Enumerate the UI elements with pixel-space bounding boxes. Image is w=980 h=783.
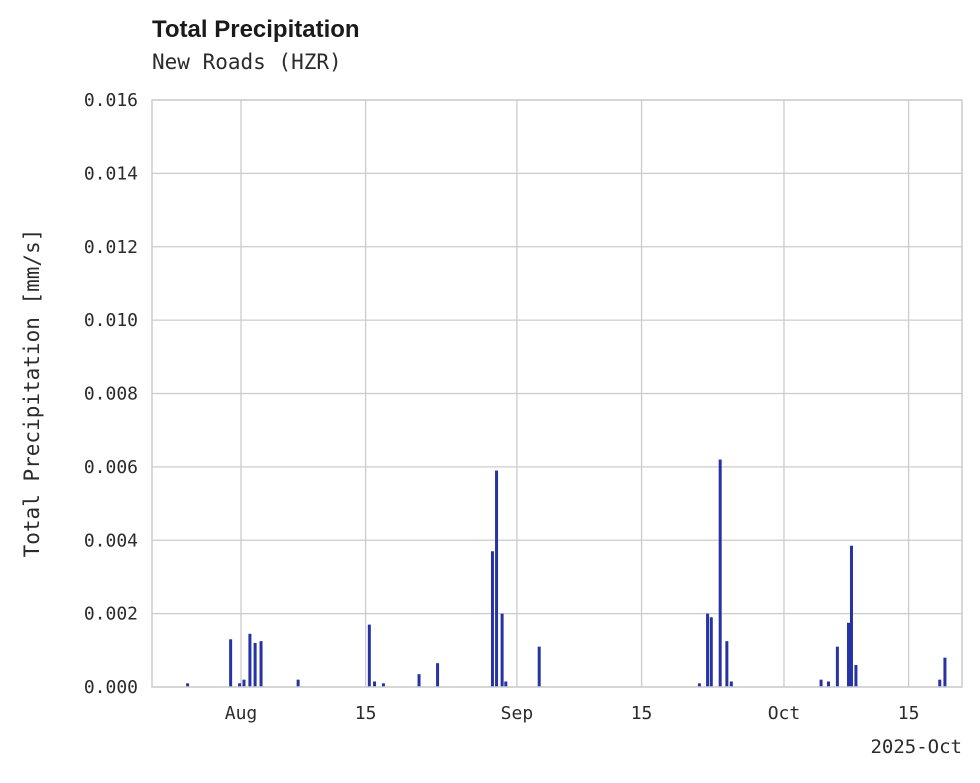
precip-bar [826, 681, 830, 687]
precip-bar [709, 617, 713, 687]
precip-bar [229, 639, 233, 687]
precip-bar [259, 641, 263, 687]
chart-subtitle: New Roads (HZR) [152, 50, 342, 74]
precip-bar [938, 679, 942, 687]
precip-bar [381, 683, 385, 687]
precip-bar [725, 641, 729, 687]
precip-bar [490, 551, 494, 687]
precip-bar [537, 646, 541, 687]
y-tick-label: 0.004 [84, 530, 138, 551]
precip-bar [417, 674, 421, 687]
x-tick-label: 15 [355, 703, 377, 724]
plot-border [151, 99, 963, 688]
precip-bar [849, 545, 853, 687]
precip-bar [253, 642, 257, 687]
x-tick-label: 15 [631, 703, 653, 724]
precip-bar [697, 683, 701, 687]
precip-bar [718, 459, 722, 687]
precip-bar [296, 679, 300, 687]
y-tick-label: 0.014 [84, 163, 138, 184]
y-tick-label: 0.016 [84, 90, 138, 111]
precip-bar [186, 683, 190, 687]
y-tick-label: 0.012 [84, 237, 138, 258]
precip-bar [835, 646, 839, 687]
precip-bar [729, 681, 733, 687]
y-tick-label: 0.010 [84, 310, 138, 331]
y-tick-label: 0.000 [84, 677, 138, 698]
precip-bar [847, 622, 851, 687]
precip-bar [495, 470, 499, 687]
precip-bar [248, 633, 252, 687]
precip-bar [436, 663, 440, 687]
x-tick-label: Sep [501, 703, 534, 724]
precip-bar [854, 664, 858, 687]
y-axis-label: Total Precipitation [mm/s] [20, 228, 44, 558]
y-tick-label: 0.008 [84, 384, 138, 405]
precip-bar [943, 657, 947, 687]
precip-bar [367, 624, 371, 687]
y-tick-label: 0.002 [84, 604, 138, 625]
precip-bar [238, 683, 242, 687]
chart-title: Total Precipitation [152, 16, 360, 43]
precip-bar [242, 679, 246, 687]
precip-bar [500, 613, 504, 687]
x-tick-label: Aug [225, 703, 258, 724]
precip-bar [706, 613, 710, 687]
precip-bar [504, 681, 508, 687]
precip-bar [819, 679, 823, 687]
x-axis-corner-label: 2025-Oct [870, 736, 962, 758]
precip-bar [373, 681, 377, 687]
y-tick-label: 0.006 [84, 457, 138, 478]
x-tick-label: Oct [768, 703, 801, 724]
x-tick-label: 15 [898, 703, 920, 724]
